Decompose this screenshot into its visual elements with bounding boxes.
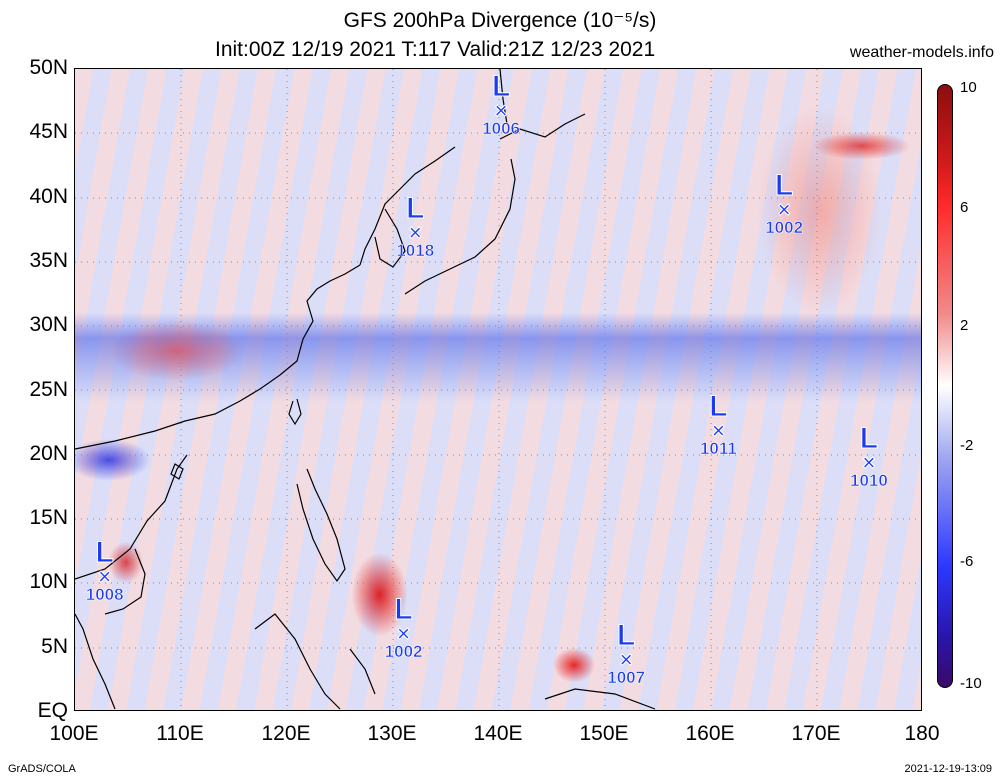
lat-label: 45N (29, 120, 68, 144)
colorbar-tick-label: 2 (960, 317, 969, 334)
low-x-icon: × (494, 98, 508, 123)
low-x-icon: × (862, 450, 876, 476)
low-center-marker: L × 1002 (749, 169, 819, 238)
lat-label: 15N (29, 506, 68, 530)
coastlines (75, 69, 656, 710)
low-letter: L (617, 619, 636, 653)
site-credit: weather-models.info (849, 44, 994, 61)
low-letter: L (406, 192, 425, 226)
low-letter: L (709, 390, 728, 424)
map-panel: L × 1006 L × 1018 L × 1002 L × 1011 L × 1010 L × 1008 L × 10… (74, 68, 922, 711)
low-pressure-value: 1008 (85, 584, 124, 604)
colorbar-tick-label: 6 (960, 199, 969, 216)
low-center-marker: L × 1002 (369, 593, 439, 662)
low-pressure-value: 1002 (384, 642, 423, 662)
lon-label: 180 (904, 722, 940, 745)
low-pressure-value: 1011 (699, 439, 737, 459)
lon-label: 100E (49, 722, 99, 745)
low-pressure-value: 1010 (850, 471, 888, 491)
low-letter: L (394, 593, 413, 627)
low-center-marker: L × 1018 (380, 192, 450, 261)
lat-label: 35N (29, 248, 68, 272)
colorbar-tick-label: -2 (960, 437, 974, 454)
low-center-marker: L × 1007 (591, 619, 661, 688)
lon-label: 120E (261, 722, 311, 745)
low-pressure-value: 1018 (396, 241, 435, 261)
low-letter: L (95, 535, 114, 569)
low-pressure-value: 1006 (482, 119, 521, 138)
low-letter: L (774, 169, 794, 203)
lat-label: 50N (29, 56, 68, 79)
map-title: GFS 200hPa Divergence (10⁻⁵/s) (343, 9, 657, 32)
low-x-icon: × (777, 197, 791, 223)
lat-label: 20N (29, 441, 68, 465)
lon-label: 150E (579, 722, 629, 745)
lat-label: 25N (29, 377, 68, 401)
low-pressure-value: 1007 (607, 668, 646, 688)
lat-label: 30N (29, 313, 68, 337)
low-x-icon: × (619, 647, 633, 673)
lon-label: 170E (791, 722, 841, 745)
low-center-marker: L × 1008 (75, 535, 140, 604)
lat-label: 5N (41, 634, 68, 658)
low-letter: L (491, 70, 511, 103)
low-x-icon: × (397, 621, 411, 647)
footer-right: 2021-12-19-13:09 (904, 763, 992, 775)
lat-label: EQ (37, 699, 68, 722)
lat-label: 40N (29, 184, 68, 208)
map-overlay (75, 69, 921, 710)
low-letter: L (859, 422, 879, 456)
low-x-icon: × (98, 563, 112, 589)
low-center-marker: L × 1006 (466, 70, 536, 138)
divergence-field (75, 69, 921, 710)
map-subtitle: Init:00Z 12/19 2021 T:117 Valid:21Z 12/2… (215, 38, 656, 61)
low-x-icon: × (408, 220, 422, 246)
low-center-marker: L × 1010 (834, 422, 904, 491)
colorbar-tick-label: -6 (960, 553, 974, 570)
lon-label: 160E (685, 722, 735, 745)
footer-left: GrADS/COLA (8, 763, 76, 775)
lat-label: 10N (29, 570, 68, 594)
lon-label: 140E (473, 722, 523, 745)
graticule (75, 69, 921, 710)
colorbar (937, 84, 953, 688)
colorbar-tick-label: -10 (960, 675, 982, 692)
colorbar-tick-label: 10 (960, 79, 977, 96)
low-pressure-value: 1002 (765, 218, 804, 238)
low-center-marker: L × 1011 (683, 390, 753, 459)
low-x-icon: × (711, 418, 725, 444)
lon-label: 110E (156, 722, 204, 745)
lon-label: 130E (367, 722, 417, 745)
